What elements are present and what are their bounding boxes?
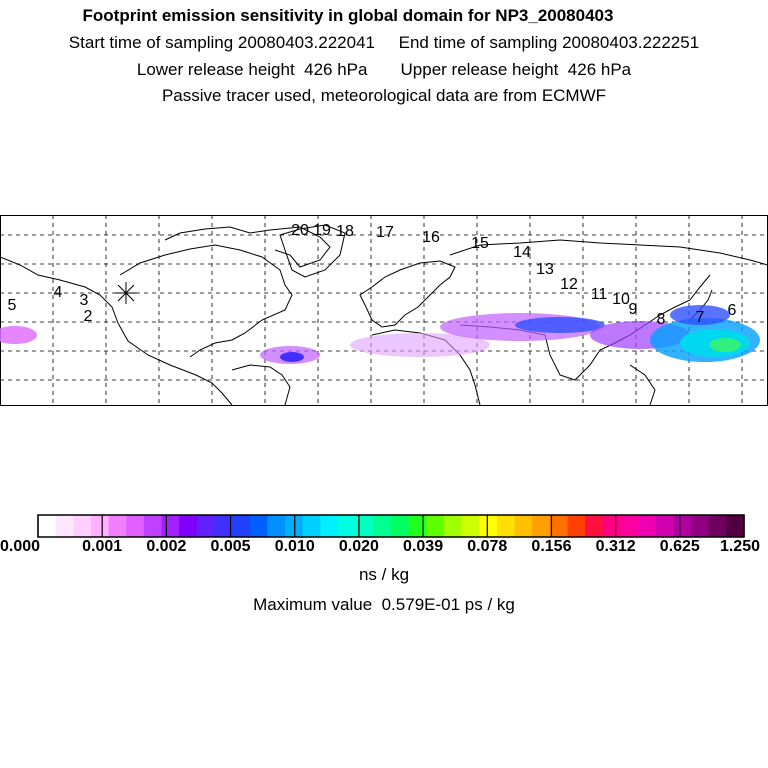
colorbar-swatch [549,515,569,537]
sampling-time-line: Start time of sampling 20080403.222041 E… [68,33,700,52]
colorbar-swatch [443,515,463,537]
colorbar-swatch [179,515,198,537]
map-title: Footprint emission sensitivity in global… [82,6,614,25]
colorbar-swatch [532,515,551,537]
colorbar-units: ns / kg [358,565,410,584]
trajectory-label-11: 11 [591,286,608,303]
colorbar-swatch [602,515,622,537]
colorbar-swatch [214,515,233,537]
colorbar-tick-label: 0.002 [146,538,187,555]
colorbar-swatch [267,515,286,537]
colorbar-swatch [408,515,427,537]
max-value-text: Maximum value 0.579E-01 ps / kg [253,595,515,614]
colorbar-swatch [426,515,445,537]
colorbar-swatch [514,515,533,537]
trajectory-label-4: 4 [54,284,63,301]
map-frame [0,215,768,406]
trajectory-label-2: 2 [84,308,93,325]
trajectory-label-10: 10 [612,291,630,308]
release-point-marker [115,282,137,304]
trajectory-label-12: 12 [560,276,578,293]
colorbar-swatch [73,515,92,537]
trajectory-label-20: 20 [291,222,309,239]
tracer-info-line: Passive tracer used, meteorological data… [161,86,607,105]
colorbar-swatch [638,515,657,537]
colorbar-swatch [126,515,145,537]
colorbar-swatch [196,515,216,537]
colorbar-swatch [585,515,604,537]
trajectory-label-19: 19 [313,222,331,239]
trajectory-label-14: 14 [513,244,531,261]
colorbar-swatch [479,515,498,537]
colorbar-tick-label: 0.005 [210,538,251,555]
trajectory-label-3: 3 [80,292,89,309]
colorbar-swatch [620,515,639,537]
colorbar-swatch [55,515,74,537]
colorbar-tick-label: 0.000 [0,538,41,555]
trajectory-label-9: 9 [629,301,638,318]
colorbar-swatch [567,515,586,537]
trajectory-label-7: 7 [696,309,705,326]
colorbar-swatch [338,515,357,537]
colorbar-swatch [496,515,516,537]
colorbar-tick-label: 1.250 [719,538,760,555]
colorbar-swatch [249,515,269,537]
release-height-line: Lower release height 426 hPa Upper relea… [136,60,632,79]
trajectory-label-16: 16 [422,229,440,246]
trajectory-label-6: 6 [728,302,737,319]
colorbar-swatch [302,515,321,537]
colorbar-swatch [461,515,480,537]
colorbar-swatch [673,515,692,537]
colorbar-swatch [355,515,374,537]
colorbar [37,514,745,538]
trajectory-label-17: 17 [376,224,394,241]
colorbar-tick-label: 0.010 [274,538,315,555]
colorbar-swatch [38,515,57,537]
colorbar-swatch [655,515,674,537]
trajectory-label-15: 15 [471,235,489,252]
colorbar-swatch [320,515,339,537]
trajectory-label-5: 5 [8,297,17,314]
colorbar-swatch [691,515,710,537]
colorbar-swatch [108,515,127,537]
colorbar-swatch [373,515,392,537]
trajectory-label-13: 13 [536,261,554,278]
colorbar-swatch [161,515,180,537]
colorbar-tick-label: 0.312 [595,538,636,555]
colorbar-swatch [726,515,745,537]
colorbar-swatch [90,515,110,537]
colorbar-tick-label: 0.156 [531,538,572,555]
trajectory-label-8: 8 [657,311,666,328]
emission-plume [0,305,760,364]
colorbar-tick-label: 0.625 [659,538,700,555]
colorbar-swatch [143,515,163,537]
trajectory-label-18: 18 [336,223,354,240]
colorbar-swatch [708,515,727,537]
colorbar-tick-label: 0.039 [403,538,444,555]
colorbar-swatch [391,515,410,537]
colorbar-tick-label: 0.001 [82,538,123,555]
colorbar-tick-label: 0.020 [338,538,379,555]
colorbar-frame [37,514,745,538]
colorbar-swatch [232,515,251,537]
colorbar-tick-label: 0.078 [467,538,508,555]
